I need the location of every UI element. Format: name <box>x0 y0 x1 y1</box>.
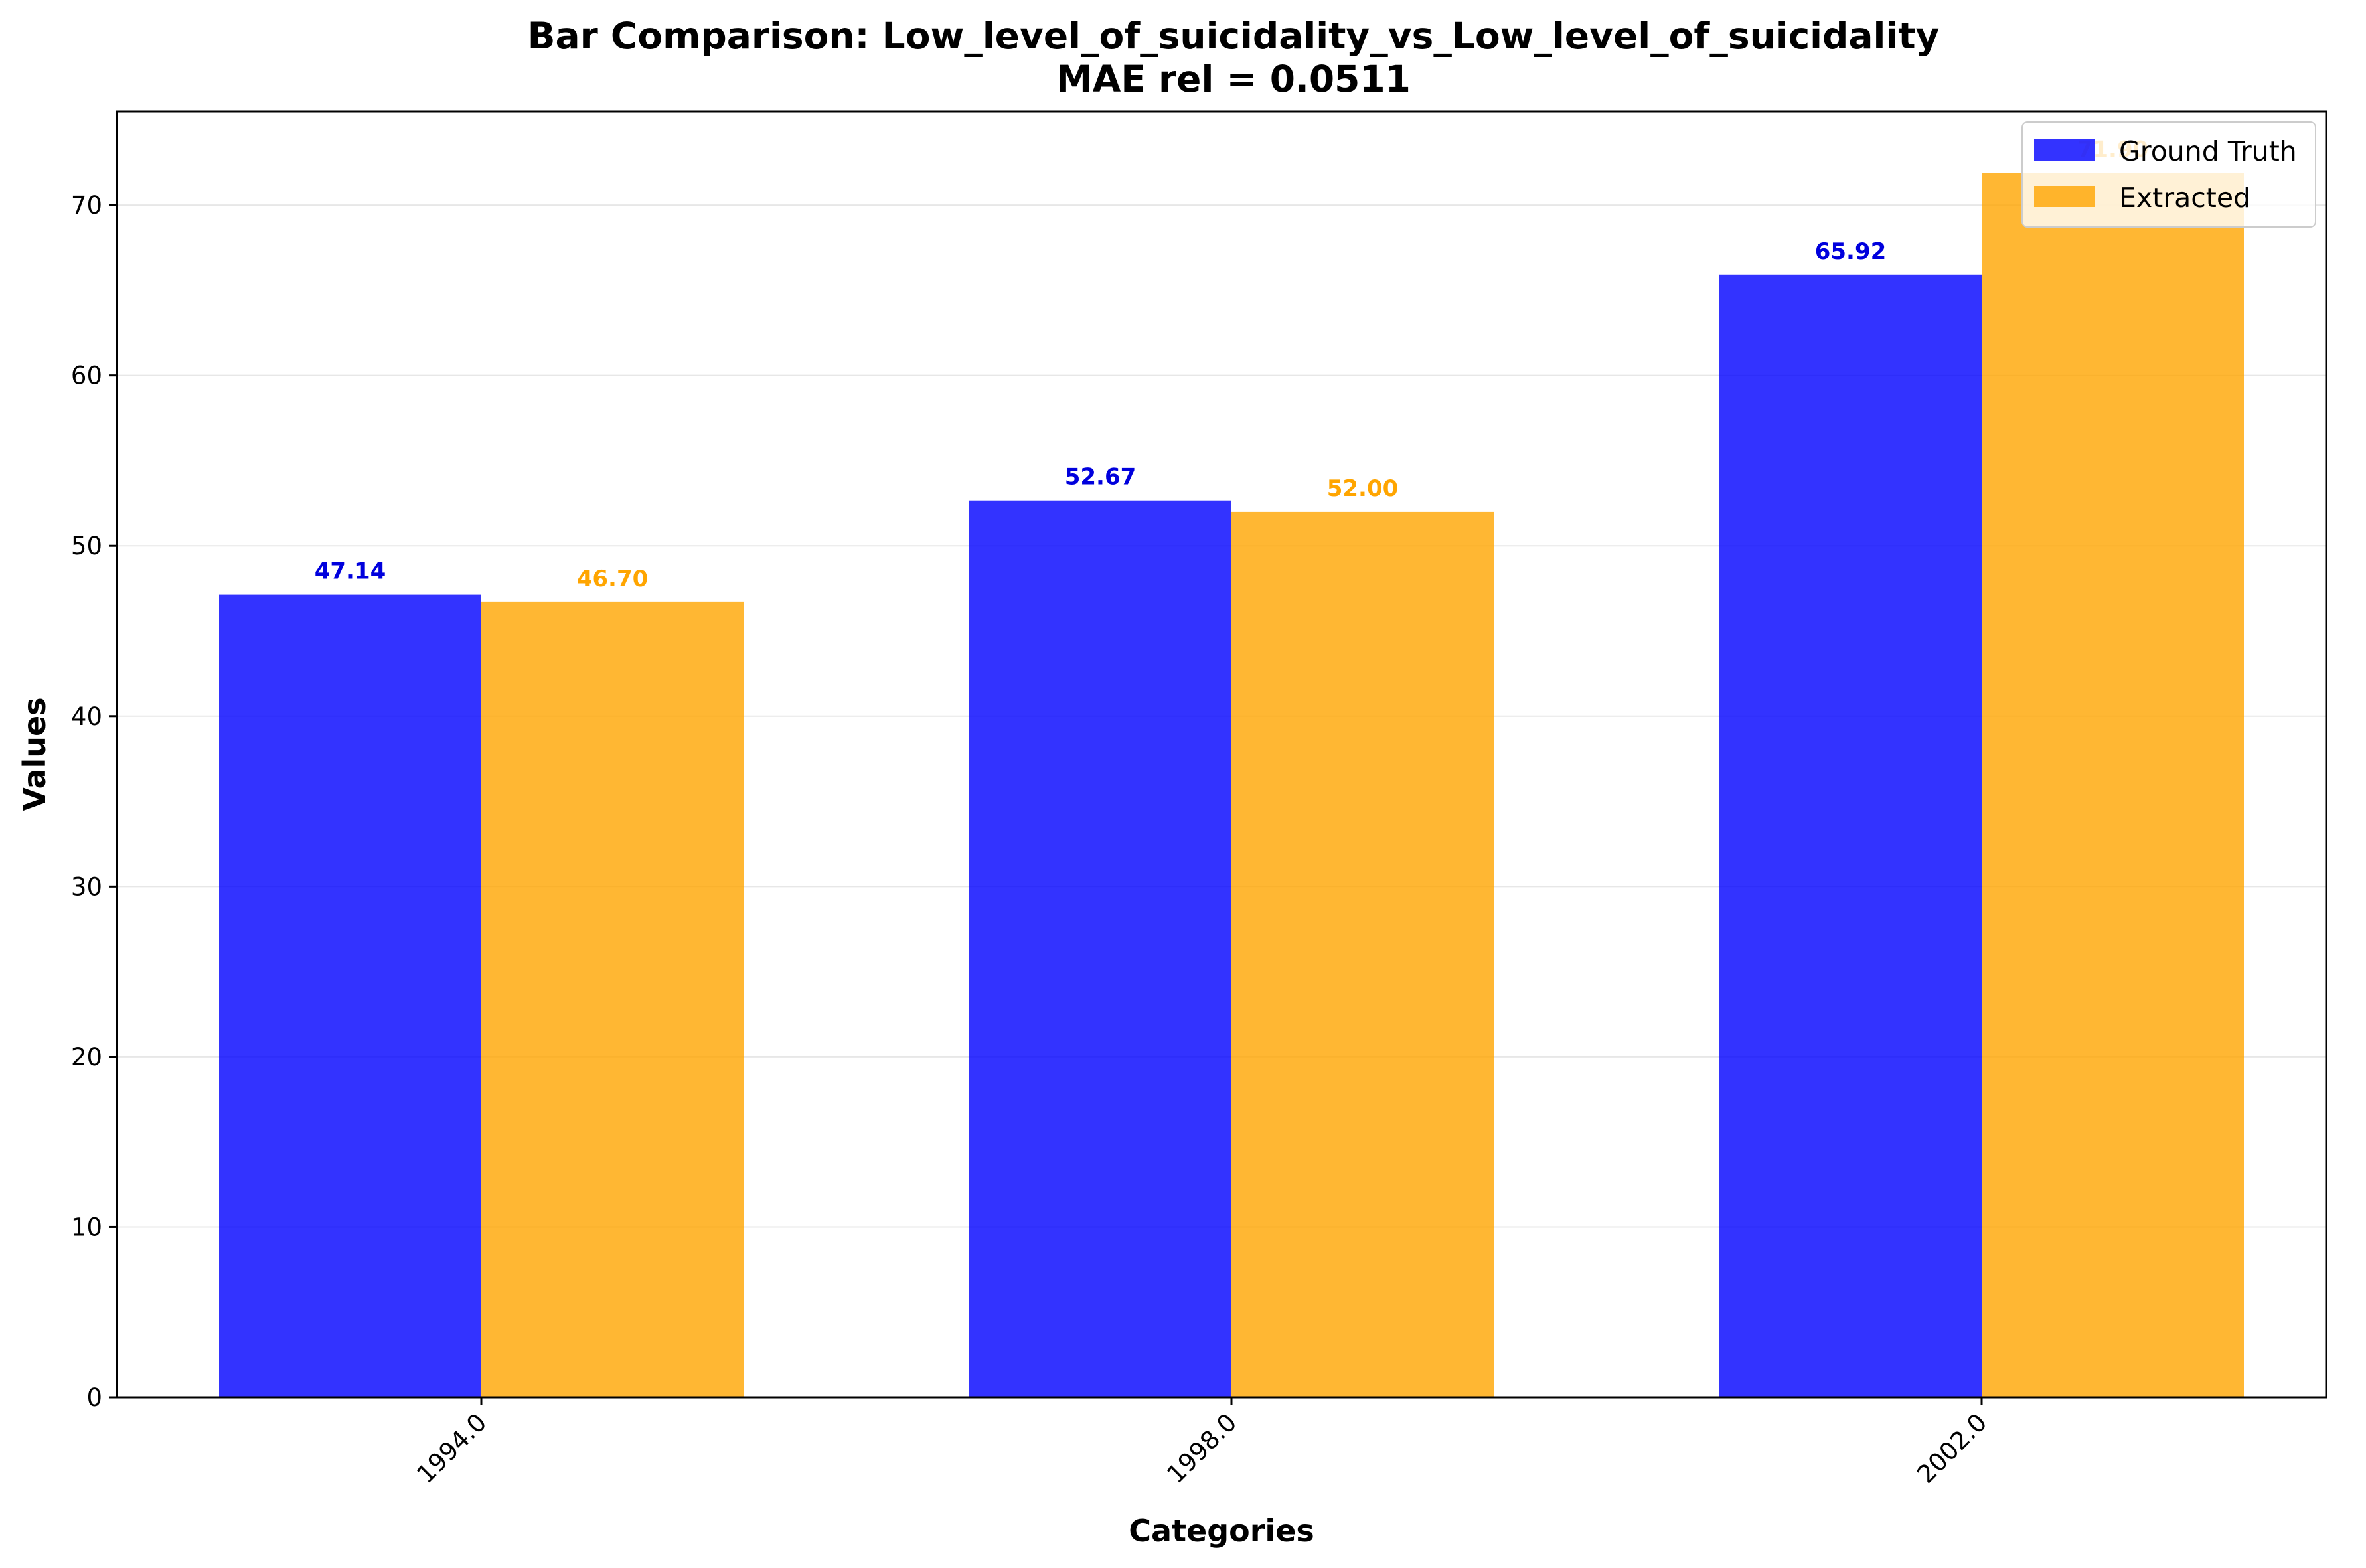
legend-label-extracted: Extracted <box>2119 182 2250 214</box>
data-label: 47.14 <box>315 558 386 585</box>
bar-extracted <box>1231 511 1494 1398</box>
axes-frame <box>116 110 2327 1399</box>
y-tick-label: 20 <box>71 1043 102 1071</box>
legend: Ground Truth Extracted <box>2021 121 2316 228</box>
y-tick-label: 10 <box>71 1213 102 1241</box>
y-axis-ticks: 0 10 20 30 40 50 60 70 <box>71 191 117 1412</box>
bar-ground-truth <box>969 500 1231 1397</box>
legend-swatch-extracted <box>2034 186 2095 207</box>
data-label: 46.70 <box>577 566 649 592</box>
legend-label-ground-truth: Ground Truth <box>2119 135 2297 167</box>
bar-ground-truth <box>1719 274 1982 1398</box>
data-label: 52.00 <box>1327 475 1399 502</box>
y-tick-label: 70 <box>71 191 102 220</box>
bar-ground-truth <box>219 594 481 1397</box>
y-tick-label: 40 <box>71 702 102 731</box>
y-tick-label: 0 <box>86 1383 102 1412</box>
y-tick-label: 30 <box>71 872 102 901</box>
legend-box <box>2021 121 2316 228</box>
legend-swatch-ground-truth <box>2034 139 2095 161</box>
data-label: 52.67 <box>1065 464 1137 491</box>
chart-title: Bar Comparison: Low_level_of_suicidality… <box>528 15 1940 57</box>
bar-extracted <box>1982 173 2244 1398</box>
chart-subtitle: MAE rel = 0.0511 <box>1056 58 1411 100</box>
bars <box>219 173 2244 1398</box>
bar-extracted <box>481 601 744 1398</box>
y-tick-label: 50 <box>71 532 102 560</box>
x-axis-label: Categories <box>1129 1513 1314 1549</box>
y-axis-label: Values <box>17 697 52 811</box>
y-tick-label: 60 <box>71 362 102 390</box>
data-label: 65.92 <box>1815 238 1887 265</box>
